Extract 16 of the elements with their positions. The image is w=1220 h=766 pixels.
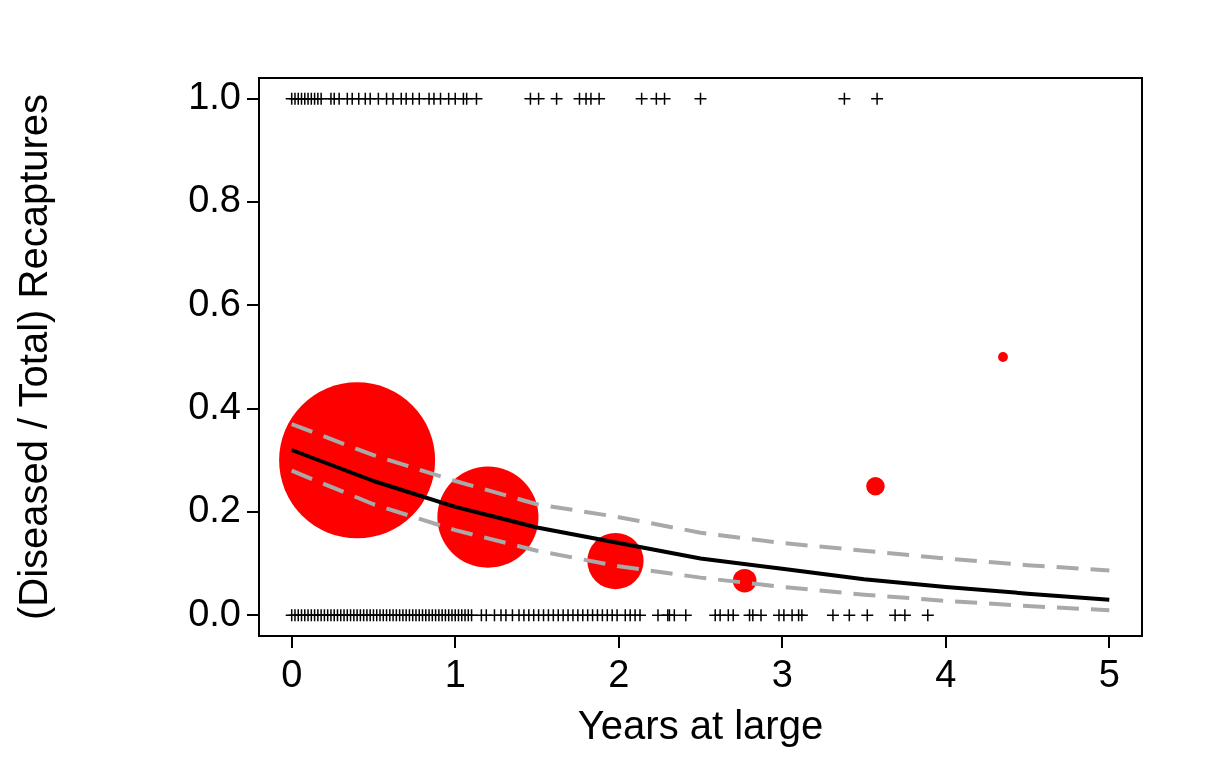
y-tick-label: 0.4 [188,385,241,428]
y-tick-label: 0.8 [188,178,241,221]
x-axis-title: Years at large [577,703,824,748]
line-series [289,422,1112,573]
y-tick-label: 0.6 [188,281,241,324]
x-tick-label: 4 [935,653,957,696]
x-tick-label: 5 [1098,653,1120,696]
line-series [289,468,1112,613]
x-tick-label: 0 [281,653,303,696]
y-tick-label: 1.0 [188,75,241,118]
x-tick-label: 2 [608,653,630,696]
x-tick-label: 3 [771,653,793,696]
y-tick-label: 0.0 [188,591,241,634]
x-tick-label: 1 [444,653,466,696]
y-tick-label: 0.2 [188,488,241,531]
y-axis-title: (Diseased / Total) Recaptures [11,93,56,621]
